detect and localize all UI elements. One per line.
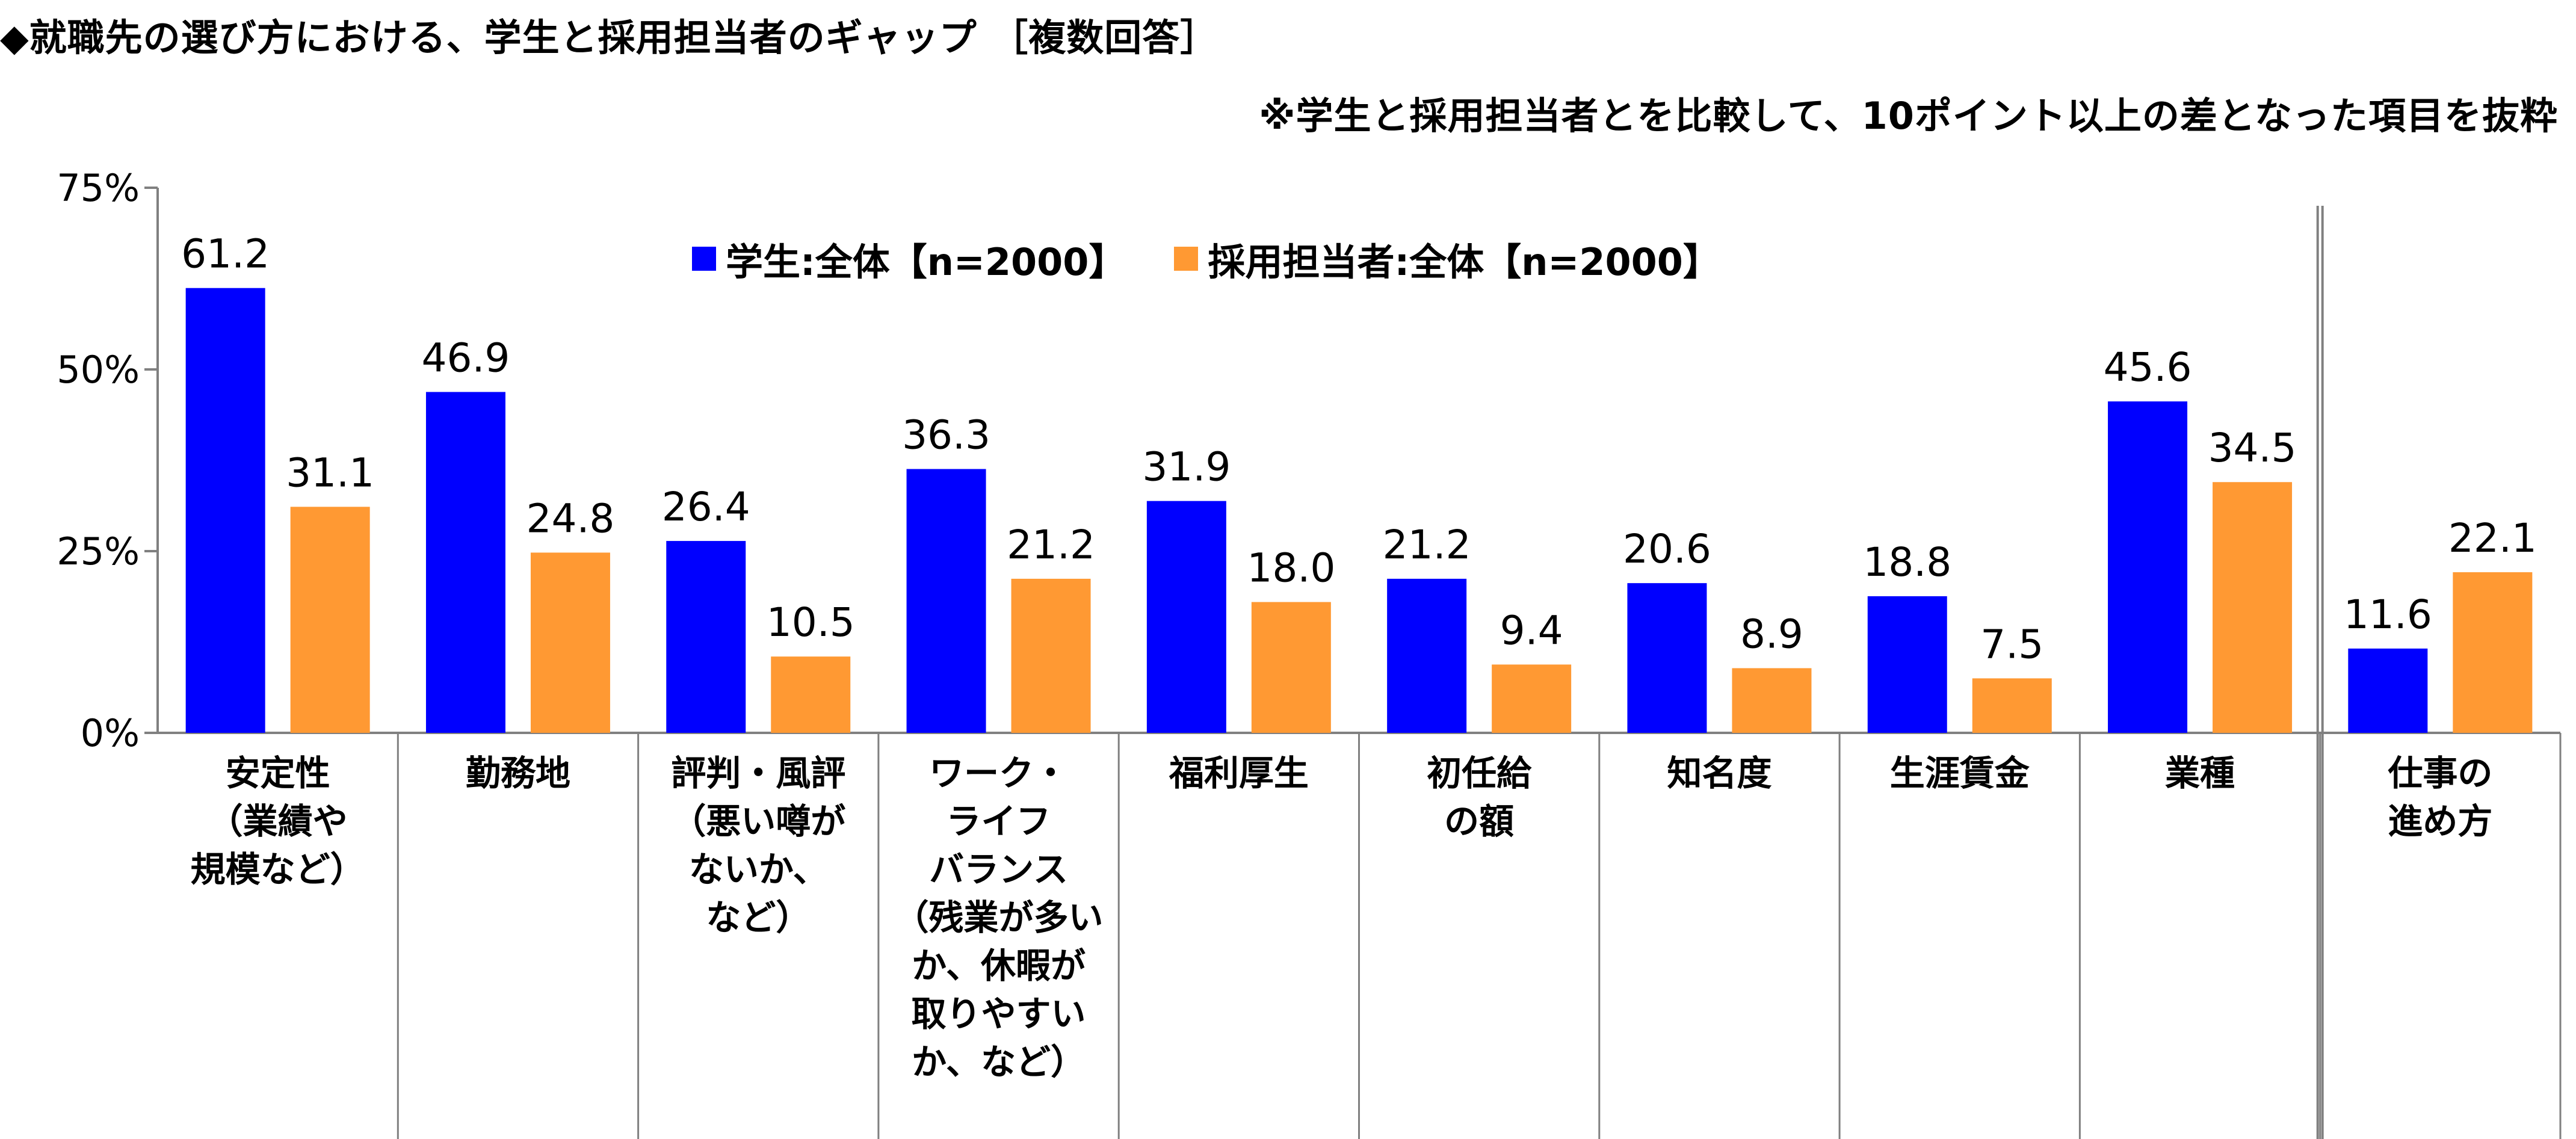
value-label-recruiters: 34.5 [2208, 425, 2297, 471]
bar-recruiters [290, 507, 370, 733]
y-tick-label: 50% [57, 348, 140, 392]
bar-recruiters [530, 552, 610, 733]
category-label: 安定性（業績や規模など） [191, 753, 365, 890]
value-label-students: 46.9 [421, 335, 510, 381]
value-label-students: 36.3 [902, 412, 990, 458]
bar-recruiters [771, 656, 851, 733]
bar-students [666, 541, 746, 733]
legend-item-students: 学生:全体【n=2000】 [692, 232, 1126, 286]
category-label: 勤務地 [466, 753, 570, 794]
bar-students [1387, 578, 1467, 733]
value-label-students: 61.2 [181, 231, 270, 277]
chart-subtitle: ※学生と採用担当者とを比較して、10ポイント以上の差となった項目を抜粋 [1259, 94, 2558, 138]
bar-students [1627, 583, 1707, 733]
value-label-recruiters: 7.5 [1980, 621, 2043, 667]
legend-swatch-students [692, 247, 716, 271]
bar-students [1867, 596, 1947, 733]
category-label: ワーク・ライフバランス（残業が多いか、休暇が取りやすいか、など） [894, 753, 1104, 1082]
bar-recruiters [1011, 578, 1091, 733]
bar-recruiters [2213, 482, 2293, 733]
value-label-recruiters: 9.4 [1500, 607, 1563, 653]
value-label-recruiters: 21.2 [1007, 522, 1095, 568]
category-label: 知名度 [1667, 753, 1771, 794]
value-label-students: 20.6 [1623, 526, 1711, 572]
value-label-students: 18.8 [1863, 539, 1951, 585]
legend-label-students: 学生:全体【n=2000】 [726, 240, 1126, 284]
bar-recruiters [1492, 664, 1572, 733]
bar-recruiters [1251, 602, 1331, 733]
bar-students [2348, 648, 2428, 733]
value-label-recruiters: 8.9 [1740, 611, 1803, 657]
value-label-students: 26.4 [662, 484, 750, 530]
y-tick-label: 0% [81, 711, 140, 755]
bar-students [425, 392, 505, 733]
value-label-recruiters: 10.5 [767, 599, 855, 646]
value-label-students: 11.6 [2344, 591, 2432, 638]
bar-students [2108, 401, 2188, 733]
legend-swatch-recruiters [1174, 247, 1199, 271]
chart-title: ◆就職先の選び方における、学生と採用担当者のギャップ ［複数回答］ [0, 16, 1219, 60]
value-label-recruiters: 24.8 [526, 495, 614, 542]
value-label-students: 45.6 [2104, 344, 2192, 390]
category-label: 仕事の進め方 [2388, 753, 2492, 842]
bar-recruiters [1972, 678, 2052, 733]
bar-students [1146, 501, 1226, 733]
category-label: 評判・風評（悪い噂がないか、など） [671, 753, 845, 938]
legend-label-recruiters: 採用担当者:全体【n=2000】 [1208, 240, 1720, 284]
value-label-students: 31.9 [1142, 444, 1231, 490]
category-label: 生涯賃金 [1890, 753, 2030, 794]
value-label-recruiters: 18.0 [1247, 545, 1335, 591]
legend-item-recruiters: 採用担当者:全体【n=2000】 [1174, 232, 1720, 286]
category-label: 初任給の額 [1427, 753, 1532, 842]
bar-students [185, 288, 265, 733]
value-label-recruiters: 22.1 [2448, 515, 2537, 561]
value-label-students: 21.2 [1383, 522, 1471, 568]
legend: 学生:全体【n=2000】 採用担当者:全体【n=2000】 [692, 232, 1720, 286]
y-tick-label: 75% [57, 166, 140, 210]
bar-recruiters [2453, 572, 2533, 733]
bar-recruiters [1732, 668, 1812, 733]
value-label-recruiters: 31.1 [286, 449, 374, 496]
y-tick-label: 25% [57, 529, 140, 573]
bar-students [906, 469, 986, 733]
category-label: 業種 [2165, 753, 2235, 794]
category-label: 福利厚生 [1169, 753, 1309, 794]
